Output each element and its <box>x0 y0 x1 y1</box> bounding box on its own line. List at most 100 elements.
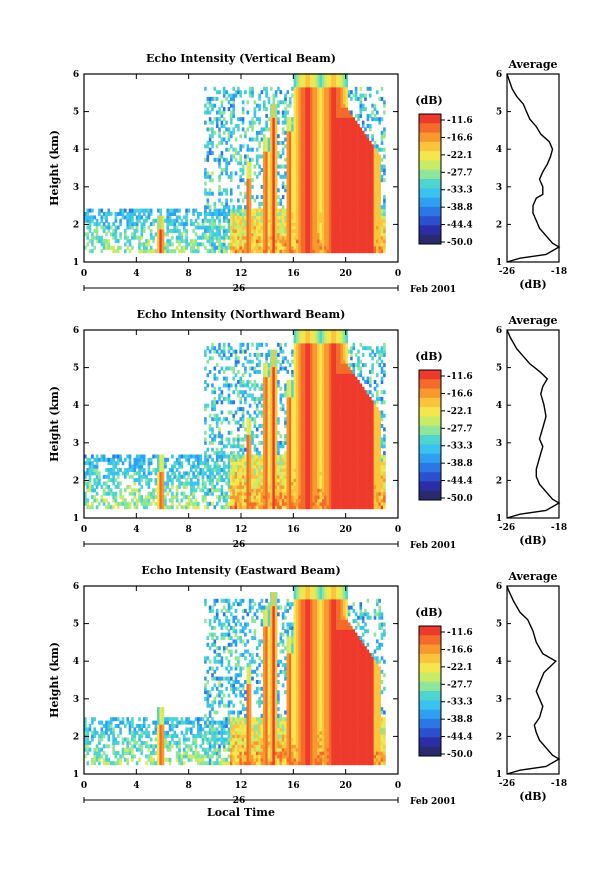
heatmap-cell <box>157 242 160 247</box>
heatmap-cell <box>263 164 266 169</box>
heatmap-cell <box>270 430 273 435</box>
heatmap-cell <box>314 242 318 247</box>
heatmap-cell <box>324 147 327 152</box>
heatmap-cell <box>277 151 280 156</box>
heatmap-cell <box>340 144 344 149</box>
heatmap-cell <box>246 235 250 240</box>
heatmap-cell <box>239 478 242 483</box>
heatmap-cell <box>117 239 120 244</box>
heatmap-cell <box>206 488 210 493</box>
heatmap-cell <box>378 191 381 196</box>
heatmap-cell <box>369 218 372 223</box>
heatmap-cell <box>340 103 344 108</box>
heatmap-cell <box>265 481 268 486</box>
heatmap-cell <box>369 205 372 210</box>
panel-title: Echo Intensity (Northward Beam) <box>137 308 346 321</box>
heatmap-cell <box>267 151 271 156</box>
heatmap-cell <box>357 144 360 149</box>
heatmap-cell <box>272 440 275 445</box>
heatmap-cell <box>251 437 254 442</box>
heatmap-cell <box>253 208 257 213</box>
heatmap-cell <box>312 100 315 105</box>
heatmap-cell <box>277 352 280 357</box>
heatmap-cell <box>251 249 254 254</box>
heatmap-cell <box>253 447 257 452</box>
heatmap-cell <box>246 420 250 425</box>
heatmap-cell <box>279 444 283 449</box>
heatmap-cell <box>164 232 167 237</box>
heatmap-cell <box>314 178 318 183</box>
heatmap-cell <box>338 140 341 145</box>
heatmap-cell <box>291 161 294 166</box>
heatmap-cell <box>303 191 306 196</box>
heatmap-cell <box>140 249 144 254</box>
heatmap-cell <box>340 127 344 132</box>
heatmap-cell <box>274 434 278 439</box>
heatmap-cell <box>359 154 363 159</box>
heatmap-cell <box>133 505 137 510</box>
colorbar-label: -33.3 <box>447 186 473 196</box>
heatmap-cell <box>317 100 320 105</box>
heatmap-cell <box>206 501 210 506</box>
heatmap-cell <box>182 454 186 459</box>
heatmap-cell <box>161 491 165 496</box>
heatmap-cell <box>190 249 193 254</box>
heatmap-cell <box>338 113 341 118</box>
heatmap-cell <box>376 235 379 240</box>
heatmap-cell <box>378 181 381 186</box>
heatmap-cell <box>361 124 365 128</box>
heatmap-cell <box>218 215 221 220</box>
heatmap-cell <box>350 174 353 179</box>
heatmap-cell <box>312 164 315 169</box>
heatmap-cell <box>378 195 381 200</box>
heatmap-cell <box>86 212 89 216</box>
heatmap-cell <box>270 171 273 176</box>
heatmap-cell <box>326 191 330 196</box>
heatmap-cell <box>171 478 174 483</box>
heatmap-cell <box>227 461 231 466</box>
heatmap-cell <box>267 474 271 479</box>
heatmap-cell <box>272 447 275 452</box>
heatmap-cell <box>371 151 374 156</box>
heatmap-cell <box>326 96 330 101</box>
heatmap-cell <box>265 171 268 176</box>
heatmap-cell <box>230 471 233 476</box>
heatmap-cell <box>199 461 202 466</box>
heatmap-cell <box>213 117 217 122</box>
heatmap-cell <box>241 349 245 354</box>
heatmap-cell <box>218 235 221 240</box>
heatmap-cell <box>267 249 271 254</box>
heatmap-cell <box>119 468 122 472</box>
heatmap-cell <box>267 232 271 237</box>
heatmap-cell <box>319 164 323 169</box>
heatmap-cell <box>270 181 273 186</box>
heatmap-cell <box>154 249 158 254</box>
heatmap-cell <box>352 174 356 179</box>
heatmap-cell <box>105 215 108 220</box>
heatmap-cell <box>274 218 278 223</box>
heatmap-cell <box>232 468 235 472</box>
heatmap-cell <box>378 245 381 250</box>
heatmap-cell <box>298 130 301 135</box>
heatmap-cell <box>133 471 137 476</box>
heatmap-cell <box>192 461 195 466</box>
heatmap-cell <box>251 232 254 237</box>
heatmap-cell <box>286 117 290 122</box>
heatmap-cell <box>281 484 285 489</box>
heatmap-cell <box>284 212 287 216</box>
heatmap-cell <box>114 249 118 254</box>
heatmap-cell <box>258 222 261 227</box>
heatmap-cell <box>359 147 363 152</box>
heatmap-cell <box>333 86 337 91</box>
heatmap-cell <box>248 413 252 418</box>
heatmap-cell <box>133 212 137 216</box>
heatmap-cell <box>371 249 374 254</box>
heatmap-cell <box>253 410 257 415</box>
heatmap-cell <box>255 454 259 459</box>
heatmap-cell <box>270 137 273 142</box>
heatmap-cell <box>157 481 160 486</box>
heatmap-cell <box>288 171 292 176</box>
heatmap-cell <box>263 181 266 186</box>
heatmap-cell <box>284 235 287 240</box>
heatmap-cell <box>319 212 323 216</box>
